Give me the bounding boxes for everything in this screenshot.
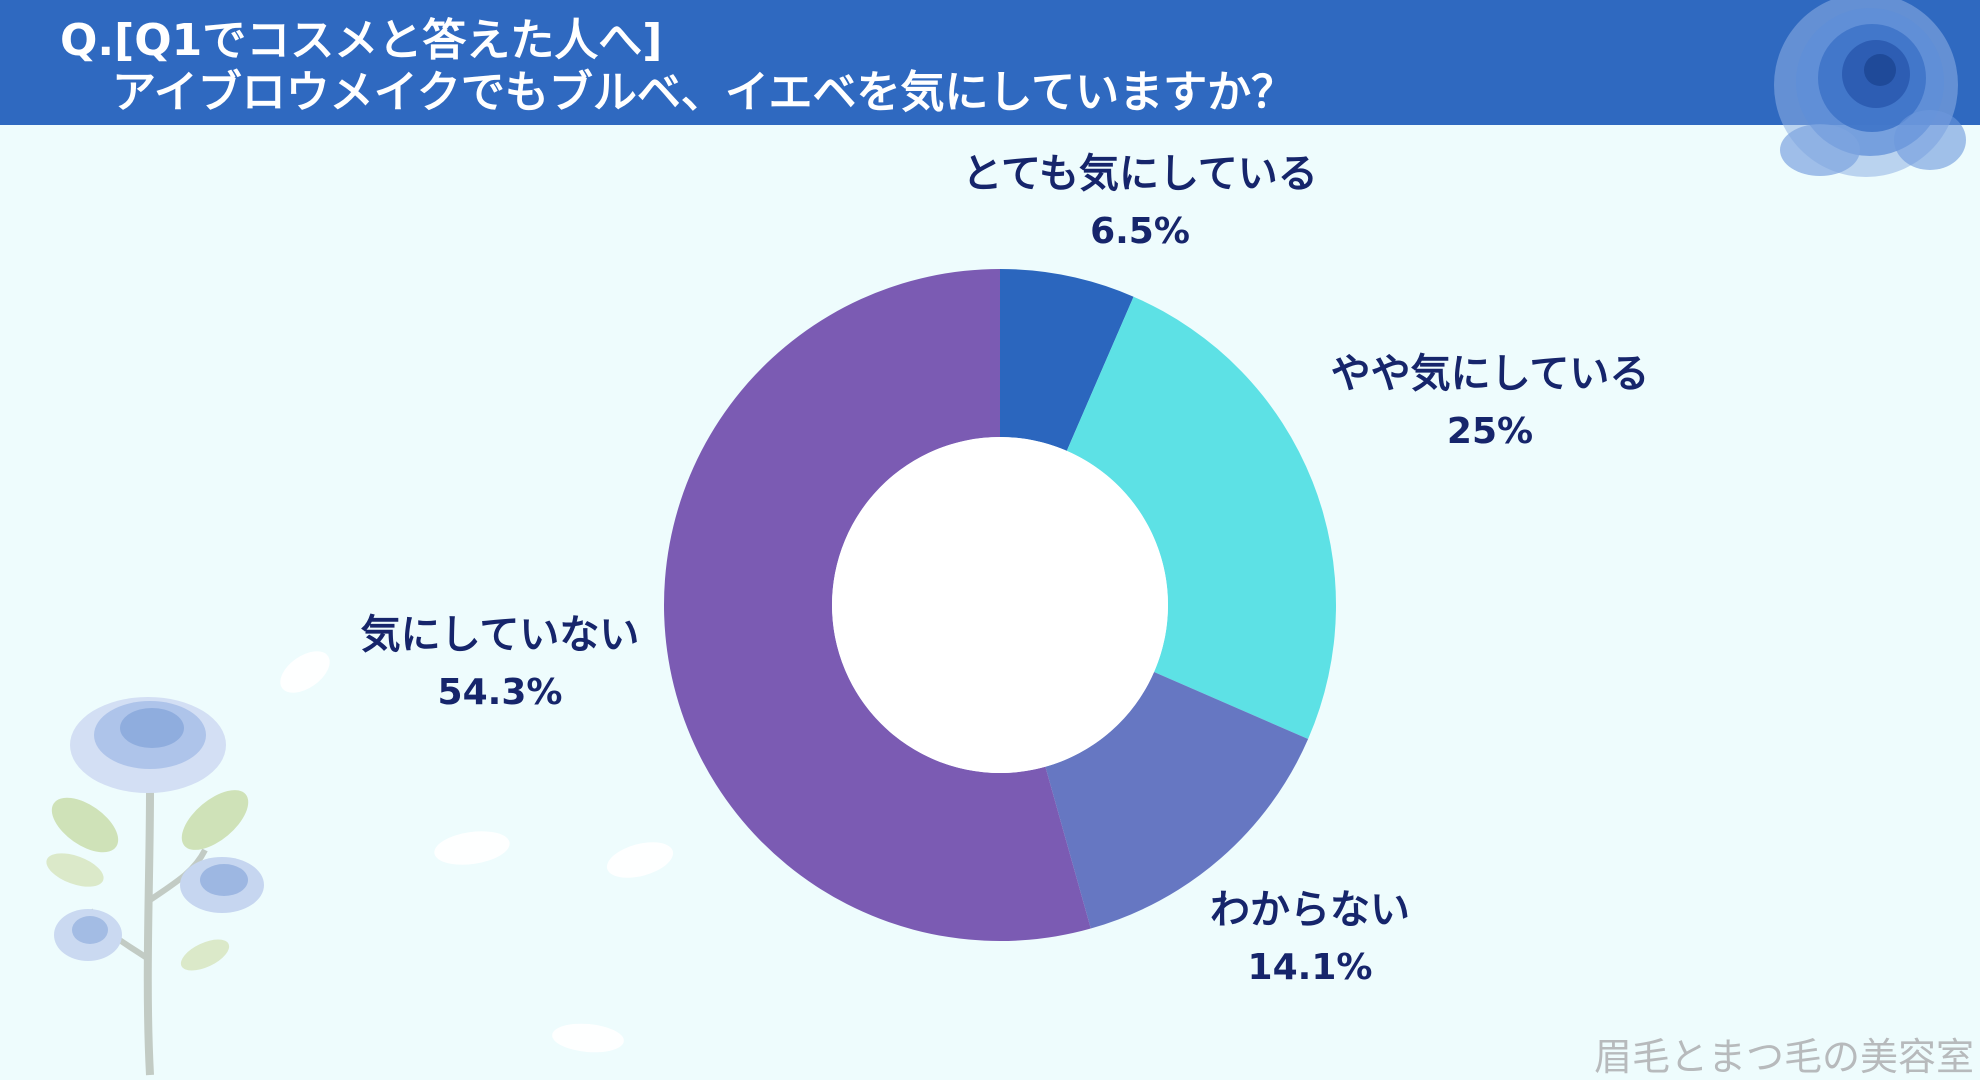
category-label: 気にしていない [360, 612, 640, 658]
slice-label-not-sure: わからない 14.1% [1110, 890, 1510, 986]
watermark: 眉毛とまつ毛の美容室 [1593, 1035, 1974, 1079]
slice-not-sure [1045, 672, 1309, 929]
category-label: とても気にしている [962, 151, 1318, 197]
donut-hole [832, 437, 1168, 773]
category-label: やや気にしている [1330, 351, 1650, 397]
value-label: 54.3% [437, 672, 563, 713]
category-label: わからない [1210, 887, 1410, 933]
slice-very-concerned [1000, 269, 1134, 451]
slice-not-concerned [663, 269, 1091, 942]
value-label: 6.5% [1090, 211, 1190, 252]
title-line-2: アイブロウメイクでもブルベ、イエベを気にしていますか？ [112, 67, 1296, 118]
slice-label-somewhat-concerned: やや気にしている 25% [1200, 354, 1780, 450]
slice-label-not-concerned: 気にしていない 54.3% [250, 615, 750, 711]
value-label: 25% [1446, 411, 1534, 452]
title-line-1: Q.[Q1でコスメと答えた人へ] [60, 15, 663, 66]
value-label: 14.1% [1247, 947, 1373, 988]
slice-label-very-concerned: とても気にしている 6.5% [884, 154, 1396, 250]
slice-somewhat-concerned [1066, 296, 1337, 740]
title-bar: Q.[Q1でコスメと答えた人へ] アイブロウメイクでもブルベ、イエベを気にしてい… [0, 0, 1980, 125]
